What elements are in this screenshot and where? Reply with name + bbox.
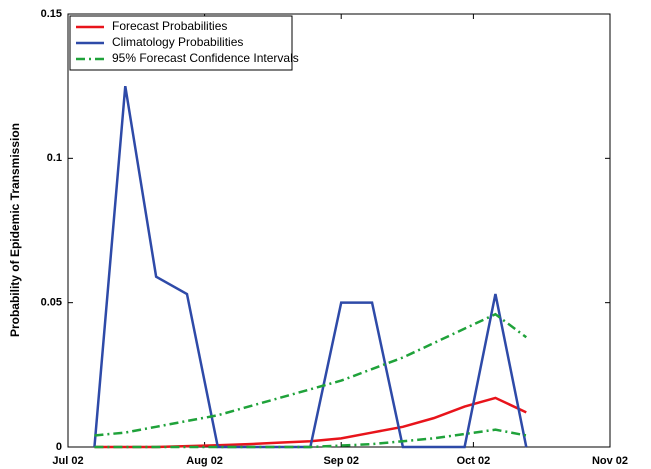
- x-tick-label: Jul 02: [52, 455, 83, 467]
- x-tick-label: Oct 02: [457, 455, 491, 467]
- legend-box: [69, 15, 293, 71]
- x-tick-label: Nov 02: [592, 455, 628, 467]
- plot-frame: [67, 13, 611, 448]
- series-line: [94, 428, 527, 449]
- y-axis-label: Probability of Epidemic Transmission: [8, 123, 22, 337]
- y-tick-label: 0: [56, 441, 62, 453]
- legend-label: Climatology Probabilities: [112, 35, 243, 49]
- y-tick-label: 0.05: [41, 297, 62, 309]
- y-tick-label: 0.1: [47, 152, 62, 164]
- x-tick-label: Sep 02: [323, 455, 358, 467]
- y-tick-label: 0.15: [41, 8, 62, 20]
- legend-label: 95% Forecast Confidence Intervals: [112, 51, 299, 65]
- legend-label: Forecast Probabilities: [112, 19, 227, 33]
- x-tick-label: Aug 02: [186, 455, 223, 467]
- series-line: [94, 312, 528, 437]
